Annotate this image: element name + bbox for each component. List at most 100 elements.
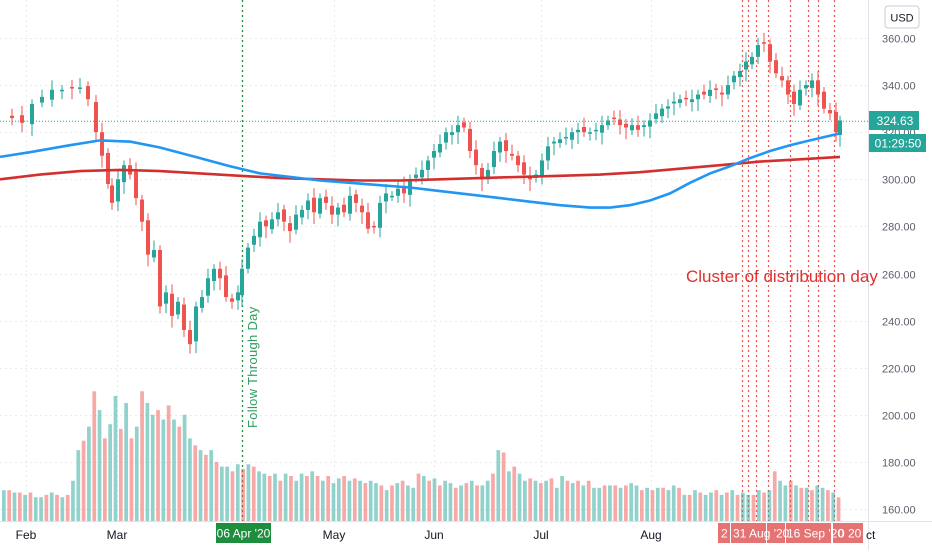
candle-body	[468, 128, 472, 152]
candle-body	[158, 249, 162, 307]
candle-body	[402, 185, 406, 194]
candle-body	[312, 197, 316, 213]
volume-bar	[772, 471, 777, 521]
volume-bar	[804, 487, 809, 521]
volume-bar	[294, 480, 299, 521]
candle-body	[106, 152, 110, 185]
candle-body	[810, 80, 814, 88]
candle-body	[798, 89, 802, 106]
y-tick-label: 280.00	[882, 222, 916, 234]
x-tick-label: Jul	[533, 528, 548, 542]
volume-bar	[661, 487, 665, 521]
follow-through-annotation: Follow Through Day	[245, 306, 260, 428]
candle-body	[612, 117, 616, 120]
y-tick-label: 180.00	[882, 458, 916, 470]
volume-bar	[709, 492, 713, 521]
volume-bar	[677, 487, 681, 521]
volume-bar	[570, 483, 575, 521]
candle-body	[20, 115, 24, 123]
volume-bar	[666, 490, 671, 521]
volume-bar	[235, 464, 240, 521]
candle-body	[522, 162, 526, 175]
distribution-date-bg	[731, 523, 766, 543]
candle-body	[270, 219, 274, 230]
last-price-badge	[869, 111, 919, 130]
volume-bar	[336, 478, 341, 521]
candle-body	[456, 125, 460, 133]
candle-body	[510, 153, 514, 156]
volume-bar	[507, 471, 511, 521]
volume-bar	[108, 424, 113, 521]
volume-bar	[310, 471, 315, 521]
y-tick-label: 260.00	[882, 270, 916, 282]
volume-bar	[671, 485, 676, 521]
volume-bar	[209, 450, 214, 521]
y-tick-label: 360.00	[882, 34, 916, 46]
volume-bar	[65, 494, 70, 521]
volume-bar	[103, 438, 107, 521]
volume-bar	[810, 490, 814, 521]
volume-bar	[358, 480, 362, 521]
volume-bar	[618, 487, 623, 521]
distribution-date-label: 2	[721, 527, 728, 541]
candle-body	[744, 61, 748, 70]
candle-body	[486, 169, 490, 180]
candle-body	[546, 146, 550, 161]
grid-lines	[0, 0, 868, 521]
countdown-label: 01:29:50	[875, 137, 922, 151]
candle-body	[276, 212, 280, 220]
volume-bar	[767, 490, 772, 521]
volume-bar	[251, 466, 256, 521]
candle-body	[834, 111, 838, 133]
candle-body	[630, 125, 634, 131]
volume-bar	[613, 485, 618, 521]
volume-bar	[538, 483, 543, 521]
candle-body	[462, 122, 466, 128]
candle-body	[654, 113, 658, 120]
candle-body	[122, 165, 126, 183]
candle-body	[396, 188, 400, 196]
currency-button[interactable]	[884, 5, 920, 29]
volume-bar	[204, 454, 208, 521]
volume-bar	[453, 487, 458, 521]
volume-bar	[629, 483, 634, 521]
y-tick-label: 220.00	[882, 364, 916, 376]
volume-bar	[788, 480, 793, 521]
candle-body	[600, 125, 604, 133]
candle-body	[224, 275, 228, 298]
candle-body	[300, 209, 304, 218]
candle-body	[714, 88, 718, 90]
volume-bar	[608, 485, 612, 521]
candle-body	[372, 225, 376, 228]
candle-body	[360, 205, 364, 213]
volume-bar	[193, 445, 198, 521]
volume-bar	[560, 476, 564, 521]
volume-bar	[602, 485, 607, 521]
candle-body	[342, 204, 346, 213]
volume-bar	[624, 485, 628, 521]
distribution-date-label: 31 Aug '20	[733, 527, 790, 541]
candle-body	[194, 306, 198, 342]
follow-through-date-label: 06 Apr '20	[217, 527, 271, 541]
candle-body	[218, 268, 222, 279]
volume-bar	[230, 471, 235, 521]
volume-bar	[384, 490, 389, 521]
x-tick-label: Mar	[107, 528, 128, 542]
volume-bar	[523, 480, 527, 521]
currency-label: USD	[890, 13, 913, 25]
volume-bar	[23, 494, 27, 521]
volume-bar	[246, 464, 251, 521]
volume-bar	[645, 487, 650, 521]
volume-bar	[491, 473, 495, 521]
candle-body	[10, 115, 14, 119]
candle-body	[576, 129, 580, 133]
volume-bar	[459, 485, 463, 521]
volume-bar	[565, 480, 570, 521]
candle-body	[236, 292, 240, 301]
candle-body	[336, 207, 340, 215]
candle-body	[838, 120, 842, 136]
volume-bar	[469, 480, 474, 521]
volume-bar	[512, 466, 517, 521]
